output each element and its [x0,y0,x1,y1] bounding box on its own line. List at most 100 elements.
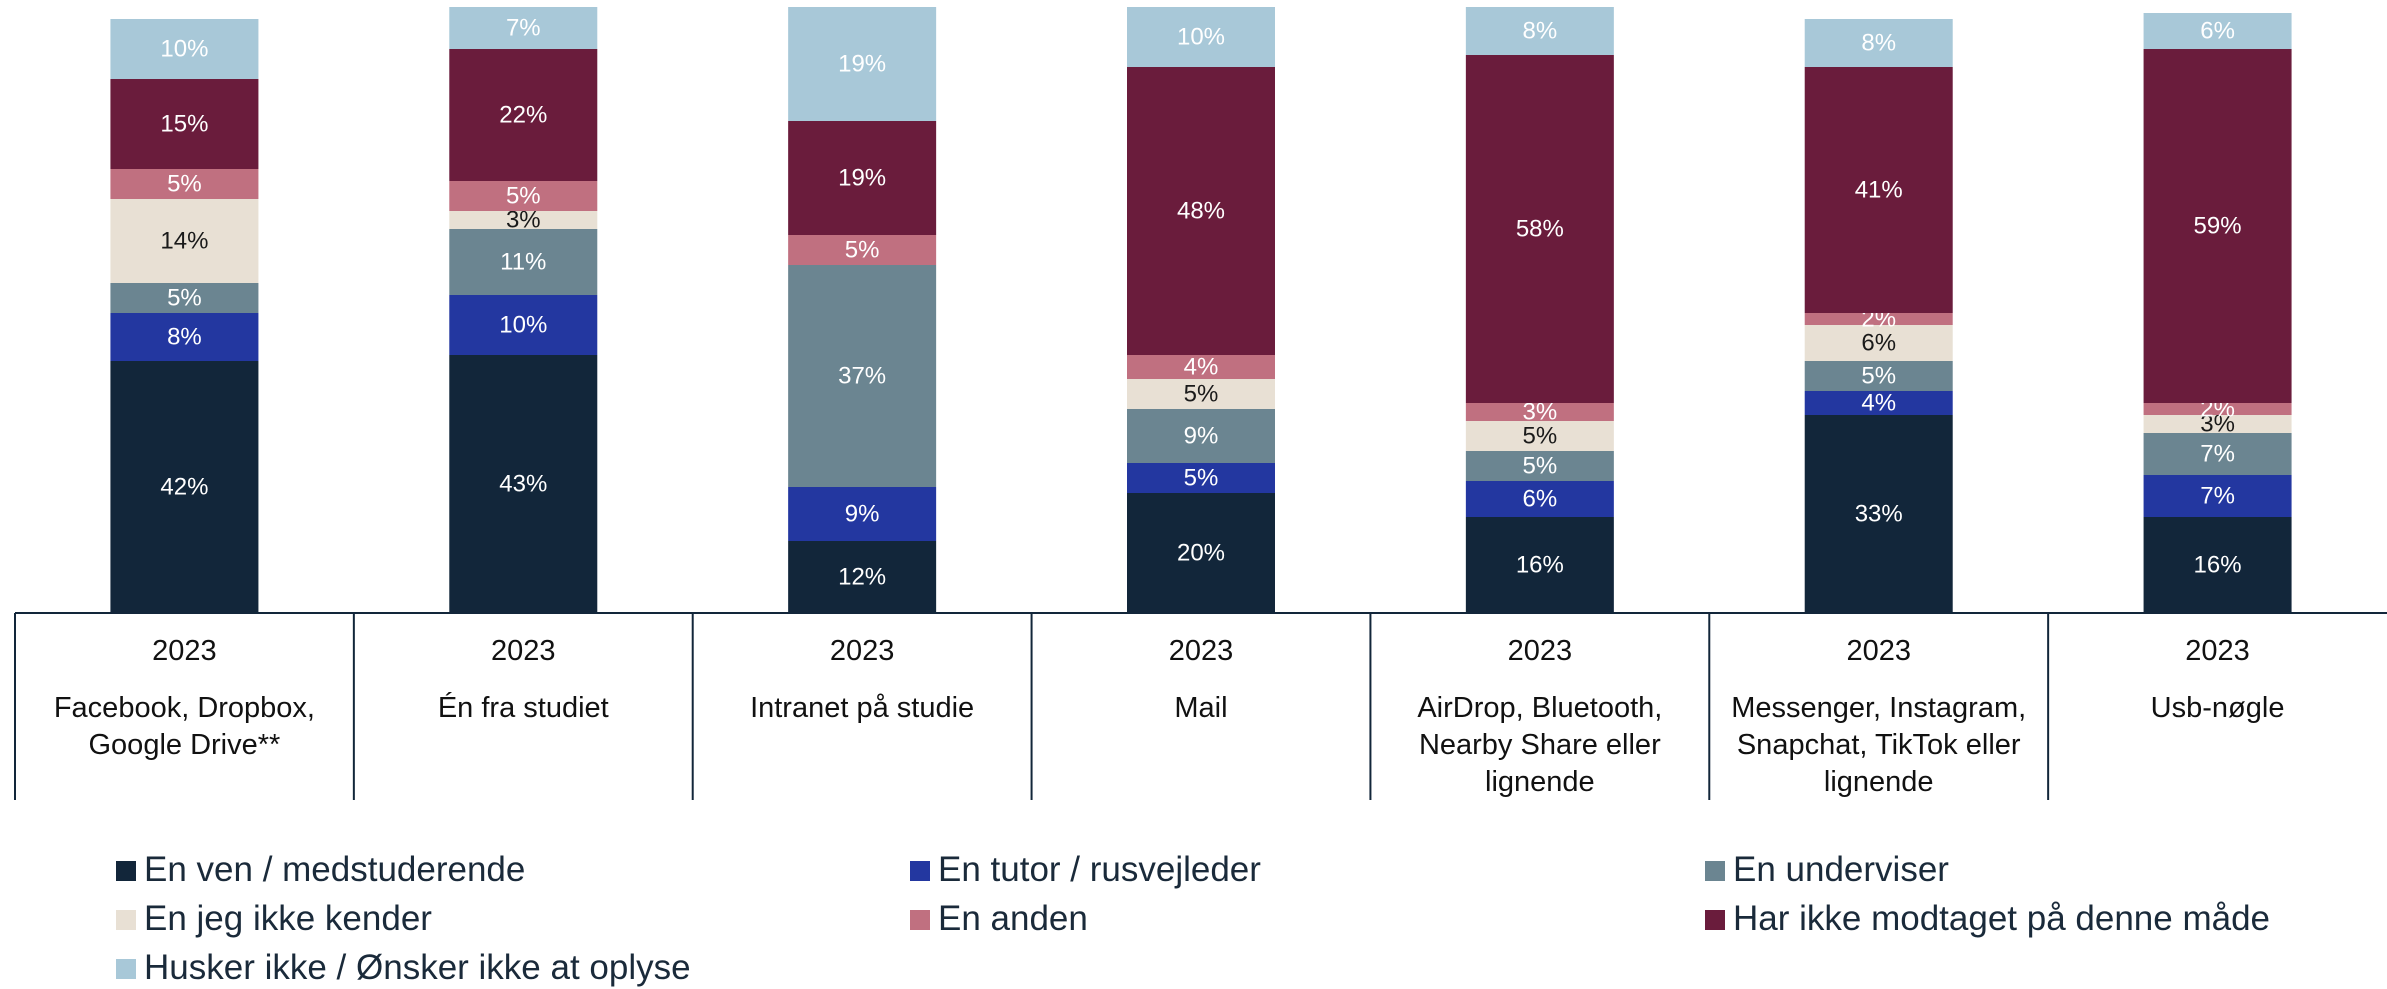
data-label: 6% [2200,17,2235,44]
legend-label: En tutor / rusvejleder [938,850,1261,889]
data-label: 15% [160,110,208,137]
data-label: 9% [845,500,880,527]
bar-segment [1127,355,1275,379]
data-label: 7% [506,14,541,41]
bar-segment [449,211,598,229]
legend-swatch [1705,861,1725,881]
category-label: Intranet på studie [750,692,975,724]
data-label: 43% [499,470,547,497]
bar-segment [788,265,937,487]
data-label: 16% [2194,551,2242,578]
data-label: 11% [500,248,546,275]
legend-label: En ven / medstuderende [144,850,526,889]
bar-segment [1804,19,1953,67]
data-label: 14% [160,227,208,254]
data-label: 8% [1861,29,1896,56]
bar-segment [110,19,259,79]
legend-item: En underviser [1705,850,1949,890]
bar-segment [110,79,259,169]
data-label: 5% [1184,380,1219,407]
year-label: 2023 [1846,635,1911,667]
data-label: 5% [167,170,202,197]
data-label: 5% [1861,362,1896,389]
bar-segment [1465,55,1614,403]
data-label: 5% [1523,422,1558,449]
data-label: 6% [1523,485,1558,512]
bar-segment [788,235,937,265]
bar-segment [2143,403,2292,415]
data-label: 59% [2194,212,2242,239]
bar-segment [1804,67,1953,313]
bar-segment [1804,391,1953,415]
legend-swatch [1705,910,1725,930]
bar-segment [110,283,259,313]
bar-segment [2143,517,2292,613]
data-label: 5% [1184,464,1219,491]
bar-segment [1127,7,1275,67]
data-label: 5% [167,284,202,311]
bar-segment [788,121,937,235]
data-label: 10% [499,311,547,338]
legend-swatch [910,910,930,930]
data-label: 10% [160,35,208,62]
bar-segment [1465,7,1614,55]
bar-segment [2143,13,2292,49]
bar-segment [1804,313,1953,325]
bar-segment [110,313,259,361]
bar-segment [1127,463,1275,493]
legend-item: Husker ikke / Ønsker ikke at oplyse [116,948,691,988]
legend-label: Husker ikke / Ønsker ikke at oplyse [144,948,691,987]
year-label: 2023 [829,635,895,667]
bar-segment [110,169,259,199]
bar-segment [449,295,598,355]
bar-segment [110,199,259,283]
data-label: 41% [1855,176,1903,203]
bar-segment [2143,475,2292,517]
data-label: 33% [1855,500,1903,527]
legend-item: En anden [910,899,1088,939]
data-label: 6% [1861,329,1896,356]
bar-segment [1804,325,1953,361]
category-label: Mail [1174,692,1228,724]
bar-segment [2143,49,2292,403]
legend-swatch [116,910,136,930]
bar-segment [449,181,598,211]
data-label: 19% [838,50,886,77]
data-label: 7% [2200,440,2235,467]
bar-segment [1465,517,1614,613]
bar-segment [1465,403,1614,421]
legend-item: Har ikke modtaget på denne måde [1705,899,2270,939]
bar-segment [788,7,937,121]
data-label: 37% [838,362,886,389]
data-label: 9% [1184,422,1219,449]
data-label: 5% [1523,452,1558,479]
bar-segment [1127,67,1275,355]
bar-segment [1127,379,1275,409]
bar-segment [1127,493,1275,613]
data-label: 20% [1177,539,1225,566]
data-label: 7% [2200,482,2235,509]
bar-segment [1465,451,1614,481]
legend-item: En tutor / rusvejleder [910,850,1261,890]
legend-swatch [116,861,136,881]
data-label: 19% [838,164,886,191]
legend-swatch [116,959,136,979]
year-label: 2023 [491,635,556,667]
legend-swatch [910,861,930,881]
legend-item: En jeg ikke kender [116,899,432,939]
bar-segment [2143,433,2292,475]
bar-segment [449,49,598,181]
data-label: 58% [1516,215,1564,242]
data-label: 4% [1861,389,1896,416]
category-label: Usb-nøgle [2150,692,2285,724]
category-label: Messenger, Instagram, Snapchat, TikTok e… [1731,692,2027,798]
bar-segment [449,355,598,613]
bar-segment [788,541,937,613]
data-label: 48% [1177,197,1225,224]
year-label: 2023 [1507,635,1573,667]
data-label: 5% [506,182,541,209]
bar-segment [110,361,259,613]
data-label: 8% [1523,17,1558,44]
